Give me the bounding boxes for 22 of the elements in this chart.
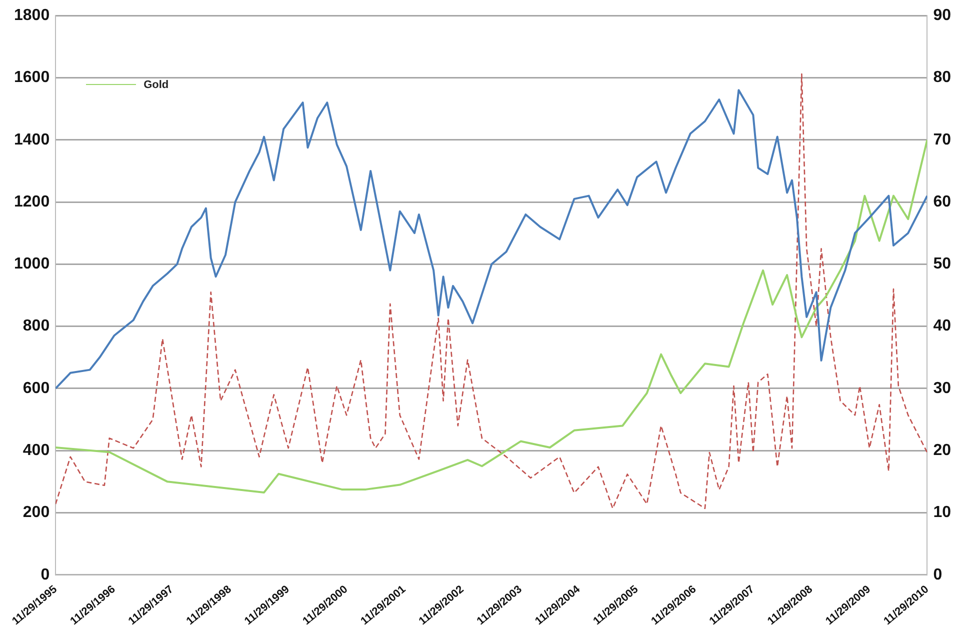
y-tick-label: 1600 (14, 69, 50, 86)
y2-tick-label: 80 (933, 69, 952, 86)
y2-tick-label: 70 (933, 131, 952, 148)
y2-tick-label: 90 (933, 7, 952, 24)
y2-tick-label: 0 (933, 566, 942, 584)
y-tick-label: 400 (22, 442, 50, 460)
y2-tick-label: 10 (933, 504, 952, 522)
line-series (56, 73, 928, 510)
y2-tick-label: 30 (933, 380, 952, 397)
y-tick-label: 1200 (14, 193, 50, 210)
y-tick-label: 200 (22, 504, 50, 522)
y-tick-label: 600 (22, 380, 50, 397)
legend-label: Gold (144, 78, 169, 91)
y-tick-label: 800 (22, 318, 50, 335)
y2-tick-label: 50 (933, 256, 952, 273)
y-tick-label: 1400 (14, 131, 50, 148)
y2-tick-label: 60 (933, 193, 952, 210)
y2-tick-label: 40 (933, 318, 952, 335)
y2-tick-label: 20 (933, 442, 952, 460)
y-tick-label: 1800 (14, 7, 50, 24)
y-tick-label: 0 (40, 566, 50, 584)
y-tick-label: 1000 (14, 256, 50, 273)
